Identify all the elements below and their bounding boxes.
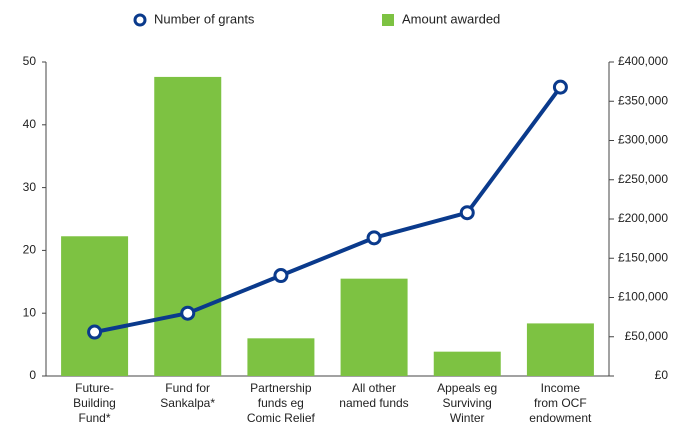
y2-tick-label: £250,000 (618, 172, 668, 186)
y-tick-label: 30 (23, 180, 37, 194)
y-tick-label: 40 (23, 117, 37, 131)
line-point (87, 324, 103, 340)
line-point (273, 268, 289, 284)
bar (340, 278, 408, 376)
x-tick-label: Fund for Sankalpa* (160, 381, 216, 410)
y-tick-label: 10 (23, 305, 37, 319)
legend-label: Number of grants (154, 11, 255, 26)
legend-label: Amount awarded (402, 11, 500, 26)
line-point (459, 205, 475, 221)
y2-tick-label: £300,000 (618, 133, 668, 147)
x-tick-label: Future- Building Fund* (73, 381, 116, 425)
line (94, 85, 563, 335)
y2-tick-label: £0 (655, 368, 669, 382)
y-tick-label: 50 (23, 54, 37, 68)
y2-tick-label: £350,000 (618, 93, 668, 107)
legend-marker (133, 13, 147, 27)
x-tick-label: All other named funds (339, 381, 409, 410)
bar (433, 351, 501, 376)
legend-marker (382, 14, 394, 26)
y-tick-label: 20 (23, 243, 37, 257)
bar (61, 236, 129, 376)
y2-tick-label: £50,000 (625, 329, 669, 343)
line-point (366, 230, 382, 246)
x-tick-label: Partnership funds eg Comic Relief (246, 381, 315, 425)
x-tick-label: Income from OCF endowment (529, 381, 592, 425)
y2-tick-label: £150,000 (618, 250, 668, 264)
bar (247, 338, 315, 376)
line-point (180, 305, 196, 321)
x-tick-label: Appeals eg Surviving Winter (437, 381, 498, 425)
y2-tick-label: £400,000 (618, 54, 668, 68)
line-point (552, 79, 568, 95)
y2-tick-label: £100,000 (618, 290, 668, 304)
bar (154, 76, 222, 376)
y-tick-label: 0 (29, 368, 36, 382)
y2-tick-label: £200,000 (618, 211, 668, 225)
bar (526, 323, 594, 376)
